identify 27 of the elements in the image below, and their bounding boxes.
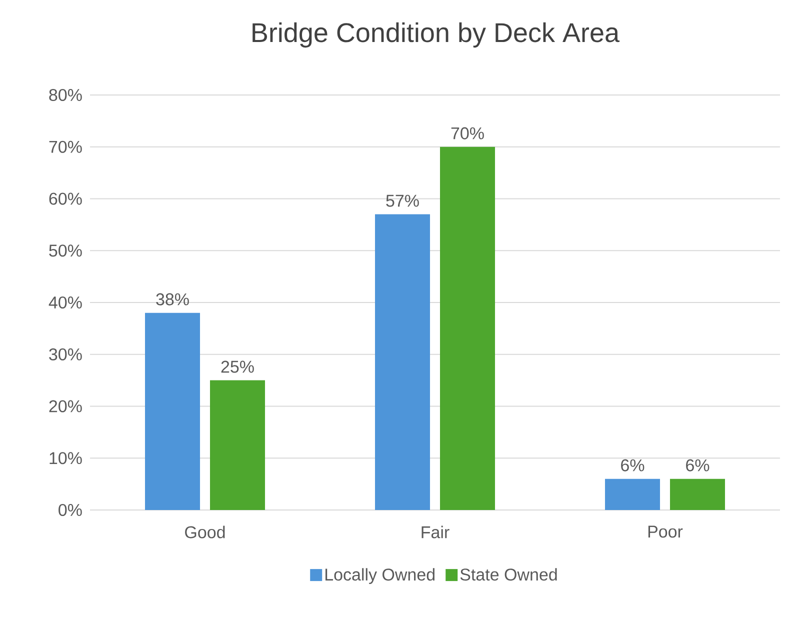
- data-label: 6%: [686, 459, 710, 472]
- y-tick-label: 0%: [58, 504, 82, 516]
- bar: [440, 146, 496, 510]
- y-tick-label: 80%: [49, 88, 82, 102]
- chart-title: Bridge Condition by Deck Area: [252, 22, 620, 48]
- x-tick-label: Poor: [648, 526, 683, 538]
- y-tick-label: 20%: [49, 400, 82, 412]
- data-label: 25%: [221, 360, 254, 373]
- legend-label: Locally Owned: [326, 568, 434, 584]
- x-tick-label: Good: [185, 526, 225, 538]
- y-tick-label: 50%: [49, 244, 82, 257]
- x-tick-label: Fair: [422, 526, 450, 538]
- bar: [375, 214, 430, 510]
- y-tick-label: 10%: [50, 452, 82, 464]
- bar: [605, 478, 660, 510]
- data-label: 70%: [451, 127, 484, 140]
- legend-label: State Owned: [460, 568, 557, 581]
- bar: [145, 312, 200, 510]
- data-label: 38%: [156, 293, 189, 306]
- y-tick-label: 60%: [49, 192, 82, 205]
- data-label: 57%: [386, 194, 419, 207]
- bar: [210, 380, 266, 510]
- y-tick-label: 30%: [49, 348, 82, 360]
- data-label: 6%: [621, 459, 644, 472]
- bar: [670, 478, 725, 510]
- y-tick-label: 40%: [48, 296, 82, 309]
- y-tick-label: 70%: [49, 140, 82, 153]
